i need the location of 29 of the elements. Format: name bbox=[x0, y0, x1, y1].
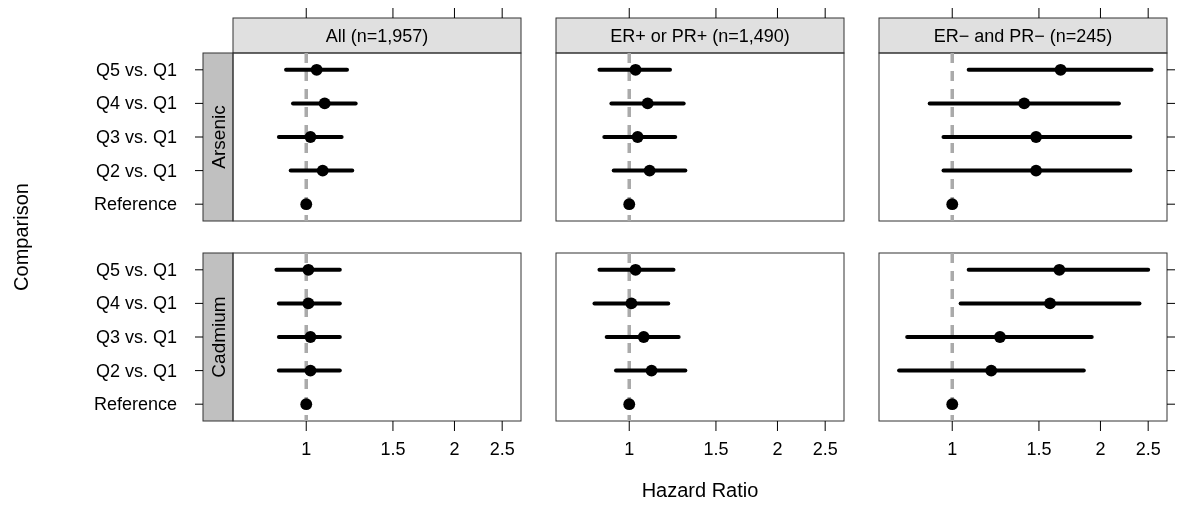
x-tick-label: 2 bbox=[449, 439, 460, 459]
y-tick-label: Q4 vs. Q1 bbox=[95, 93, 177, 114]
x-axis-title: Hazard Ratio bbox=[641, 479, 759, 501]
x-tick-label: 2 bbox=[1095, 439, 1106, 459]
x-tick-label: 1 bbox=[301, 439, 312, 459]
chart-title: ER+ or PR+ (n=1,490) bbox=[610, 26, 790, 46]
chart-title: All (n=1,957) bbox=[325, 26, 429, 46]
y-tick-label: Q5 vs. Q1 bbox=[95, 59, 177, 80]
x-tick-label: 1 bbox=[947, 439, 958, 459]
y-tick-label: Reference bbox=[93, 194, 177, 215]
x-tick-label: 2.5 bbox=[489, 439, 515, 459]
y-tick-label: Q5 vs. Q1 bbox=[95, 259, 177, 280]
y-axis-title: Comparison bbox=[10, 183, 32, 291]
y-tick-label: Q3 vs. Q1 bbox=[95, 327, 177, 347]
y-tick-label: Q4 vs. Q1 bbox=[95, 293, 177, 314]
x-tick-label: 1.5 bbox=[380, 439, 406, 459]
x-tick-label: 1.5 bbox=[703, 439, 729, 459]
y-tick-label: Reference bbox=[93, 394, 177, 415]
y-tick-label: Q3 vs. Q1 bbox=[95, 127, 177, 147]
x-tick-label: 1.5 bbox=[1026, 439, 1052, 459]
chart-title: ER− and PR− (n=245) bbox=[933, 26, 1113, 46]
y-tick-label: Q2 vs. Q1 bbox=[95, 160, 177, 181]
x-tick-label: 2.5 bbox=[812, 439, 838, 459]
text: Arsenic bbox=[208, 105, 229, 169]
text: Cadmium bbox=[208, 296, 229, 378]
y-tick-label: Q2 vs. Q1 bbox=[95, 360, 177, 381]
x-tick-label: 1 bbox=[624, 439, 635, 459]
x-tick-label: 2 bbox=[772, 439, 783, 459]
x-tick-label: 2.5 bbox=[1135, 439, 1161, 459]
